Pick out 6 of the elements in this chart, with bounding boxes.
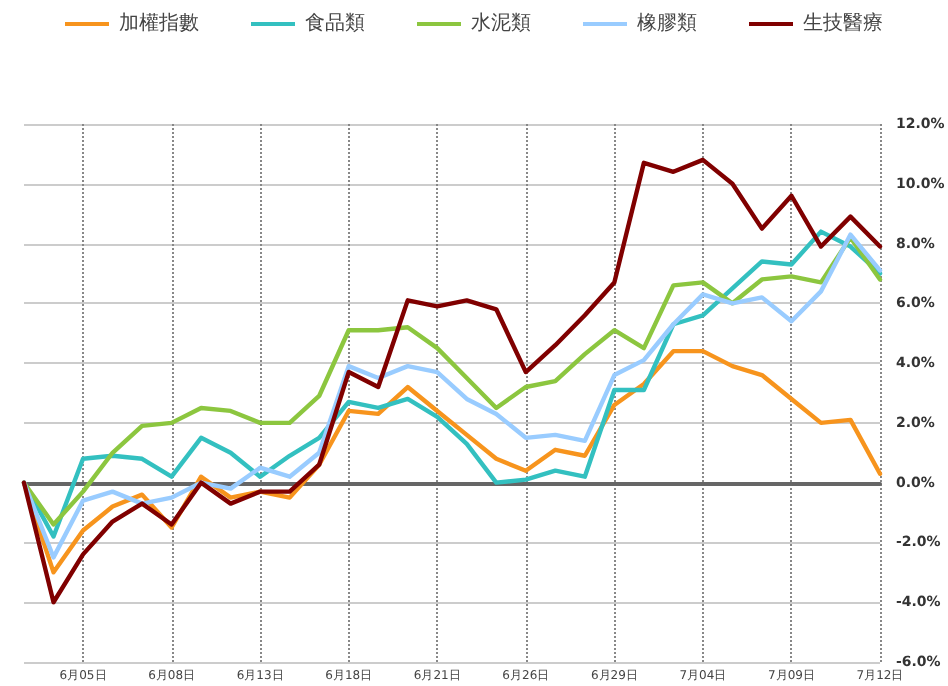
legend-label: 水泥類 bbox=[471, 11, 531, 35]
line-series bbox=[21, 157, 883, 605]
legend-label: 食品類 bbox=[305, 11, 365, 35]
legend-label: 加權指數 bbox=[119, 11, 199, 35]
legend-label: 生技醫療 bbox=[803, 11, 883, 35]
legend-label: 橡膠類 bbox=[637, 11, 697, 35]
